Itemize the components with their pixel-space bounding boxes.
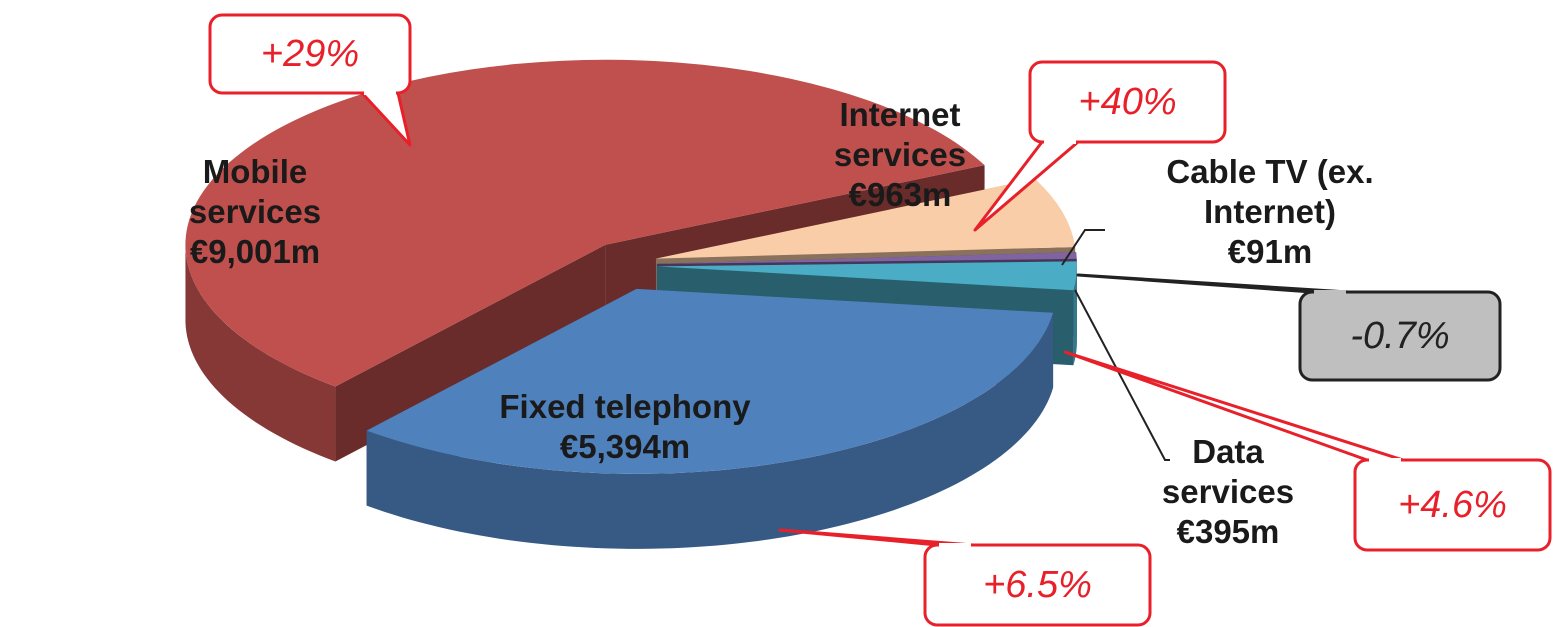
leader-line [1061, 229, 1105, 266]
callout-text: -0.7% [1350, 314, 1450, 357]
slice-cut [335, 244, 606, 462]
callout-joint [939, 543, 971, 547]
slice [366, 288, 1054, 474]
leader-line [1074, 289, 1170, 461]
callout-box [208, 13, 412, 95]
category-label: Internet services [833, 96, 967, 173]
slice [656, 252, 1077, 264]
callout-box [1353, 458, 1552, 552]
slice-tops [185, 59, 1077, 474]
callout-pointer [778, 528, 975, 547]
slice-label: Data services €395m [1128, 432, 1328, 552]
callout-text: +29% [260, 32, 360, 75]
value-label: €963m [848, 176, 952, 213]
callout-box [1028, 60, 1227, 144]
slice-label: Internet services €963m [800, 95, 1000, 215]
callout-joint [364, 91, 396, 95]
slice-label: Fixed telephony €5,394m [495, 387, 755, 467]
value-label: €91m [1227, 233, 1313, 270]
category-label: Data services [1161, 433, 1295, 510]
slice [655, 178, 1076, 259]
slice-label: Mobile services €9,001m [160, 152, 350, 272]
callout-text: +6.5% [983, 563, 1092, 606]
category-label: Cable TV (ex. Internet) [1166, 153, 1374, 230]
callout-text: +40% [1078, 80, 1177, 123]
callout: -0.7% [1300, 292, 1500, 380]
slice-label: Cable TV (ex. Internet) €91m [1150, 152, 1390, 272]
callout: +4.6% [1355, 460, 1550, 550]
slice-side [366, 312, 1054, 549]
callout: +40% [1030, 62, 1225, 142]
callout: +29% [210, 15, 410, 93]
callout-joint [1369, 458, 1401, 462]
callout-pointer [1076, 273, 1350, 294]
category-label: Mobile services [188, 153, 322, 230]
callout-box [1298, 290, 1502, 382]
slice [185, 59, 985, 387]
value-label: €395m [1176, 513, 1280, 550]
callout-joint [1044, 140, 1076, 144]
slice [656, 261, 1077, 291]
value-label: €9,001m [189, 233, 321, 270]
value-label: €5,394m [559, 428, 691, 465]
callout-joint [1314, 290, 1346, 294]
category-label: Fixed telephony [499, 388, 751, 425]
slice-side [185, 247, 336, 462]
callout-box [923, 543, 1152, 627]
callout-text: +4.6% [1398, 483, 1507, 526]
callout: +6.5% [925, 545, 1150, 625]
